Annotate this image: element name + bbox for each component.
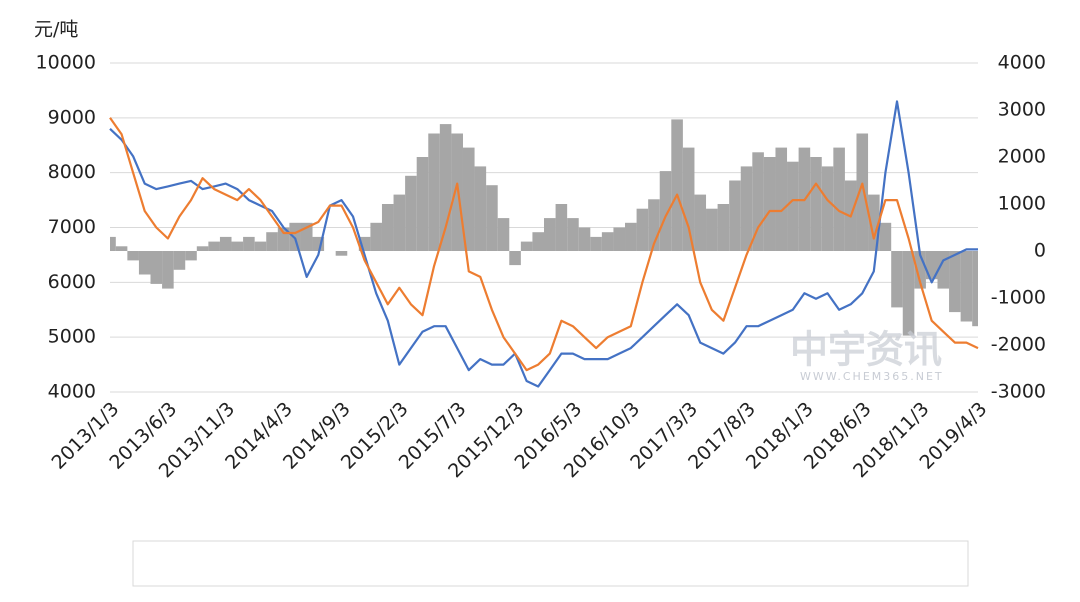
spread-bar	[115, 246, 128, 251]
spread-bar	[358, 236, 371, 251]
spread-bar	[925, 251, 938, 280]
y2-tick-label: -1000	[991, 287, 1046, 309]
spread-bar	[821, 166, 834, 251]
spread-bar	[960, 251, 973, 322]
spread-bar	[335, 251, 348, 256]
spread-bar	[439, 124, 452, 251]
spread-bar	[891, 251, 903, 308]
spread-bar	[231, 241, 244, 251]
spread-bar	[381, 204, 394, 251]
y-tick-label: 10000	[36, 52, 96, 74]
spread-bar	[856, 133, 869, 251]
y2-tick-label: -2000	[991, 334, 1046, 356]
watermark: 中宇资讯	[790, 328, 942, 372]
line-pta	[109, 100, 978, 388]
spread-bar	[868, 194, 880, 251]
spread-bar	[636, 208, 649, 251]
spread-bar	[601, 232, 614, 251]
spread-bar	[752, 152, 764, 251]
spread-bar	[405, 175, 417, 251]
spread-bar	[416, 157, 429, 251]
spread-bar	[127, 251, 139, 261]
y2-tick-label: 1000	[998, 193, 1046, 215]
spread-bar	[879, 222, 892, 251]
spread-bar	[833, 147, 845, 251]
spread-bar	[462, 147, 475, 251]
y2-tick-label: 0	[1034, 240, 1046, 262]
spread-bar	[173, 251, 186, 270]
spread-bar	[810, 157, 822, 251]
spread-bar	[902, 251, 915, 336]
spread-bar	[428, 133, 440, 251]
legend-box	[132, 540, 969, 587]
spread-bar	[613, 227, 626, 251]
spread-bar	[277, 227, 290, 251]
y2-tick-label: 3000	[998, 99, 1046, 121]
spread-bar	[254, 241, 267, 251]
spread-bar	[486, 185, 498, 251]
spread-bar	[671, 119, 683, 252]
spread-bar	[578, 227, 591, 251]
spread-bar	[370, 222, 382, 251]
spread-bar	[509, 251, 521, 266]
spread-bar	[219, 236, 232, 251]
spread-bar	[393, 194, 406, 251]
y-tick-label: 5000	[48, 326, 96, 348]
spread-bar	[740, 166, 753, 251]
spread-bar	[567, 218, 579, 251]
spread-bar	[289, 222, 301, 251]
spread-bar	[949, 251, 961, 313]
y-tick-label: 9000	[48, 106, 96, 128]
spread-bar	[208, 241, 220, 251]
spread-bar	[648, 199, 660, 251]
spread-bar	[300, 222, 313, 251]
spread-bar	[185, 251, 197, 261]
y2-tick-label: 2000	[998, 146, 1046, 168]
y2-tick-label: 4000	[998, 52, 1046, 74]
spread-bar	[717, 204, 730, 251]
spread-bar	[706, 208, 718, 251]
spread-bar	[729, 180, 741, 251]
spread-bar	[474, 166, 487, 251]
spread-bar	[196, 246, 209, 251]
y-tick-label: 6000	[48, 271, 96, 293]
spread-bar	[243, 236, 255, 251]
spread-bar	[694, 194, 707, 251]
y-unit-label: 元/吨	[34, 19, 78, 41]
spread-bar	[682, 147, 695, 251]
spread-bar	[590, 236, 602, 251]
spread-bar	[787, 161, 799, 251]
spread-bar	[544, 218, 556, 251]
spread-bar	[312, 236, 325, 251]
spread-bar	[763, 157, 776, 251]
spread-bar	[451, 133, 463, 251]
spread-bar	[110, 236, 116, 251]
spread-bar	[937, 251, 950, 289]
watermark-url: WWW.CHEM365.NET	[800, 370, 944, 383]
spread-bar	[775, 147, 788, 251]
spread-bar	[497, 218, 510, 251]
spread-bar	[162, 251, 174, 289]
spread-bar	[625, 222, 637, 251]
spread-bar	[972, 251, 978, 327]
spread-bar	[150, 251, 163, 284]
spread-bar	[532, 232, 544, 251]
spread-bar	[266, 232, 278, 251]
spread-bar	[914, 251, 926, 289]
spread-bar	[659, 171, 672, 251]
spread-bar	[520, 241, 533, 251]
y-tick-label: 8000	[48, 161, 96, 183]
y2-tick-label: -3000	[991, 381, 1046, 403]
spread-bar	[138, 251, 151, 275]
y-tick-label: 4000	[48, 381, 96, 403]
spread-bar	[555, 204, 568, 251]
y-tick-label: 7000	[48, 216, 96, 238]
line-meg	[109, 117, 979, 372]
